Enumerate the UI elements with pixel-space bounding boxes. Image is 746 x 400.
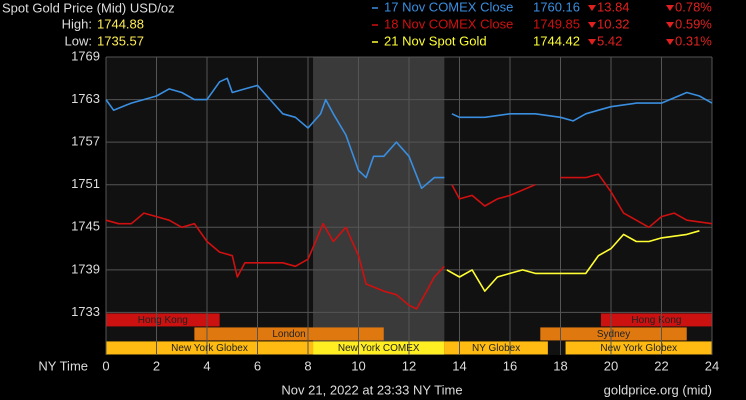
- y-tick-label: 1733: [71, 304, 100, 319]
- legend-change: 13.84: [597, 0, 630, 14]
- x-tick-label: 6: [254, 358, 261, 373]
- session-bar: [444, 341, 548, 355]
- x-tick-label: 10: [351, 358, 365, 373]
- y-tick-label: 1763: [71, 91, 100, 106]
- down-arrow: [588, 5, 596, 11]
- series-line: [105, 173, 713, 310]
- chart-title: Spot Gold Price (Mid) USD/oz: [2, 0, 175, 15]
- low-value: 1735.57: [97, 33, 144, 48]
- session-bar: [194, 327, 384, 341]
- x-tick-label: 22: [654, 358, 668, 373]
- comex-shade: [313, 57, 445, 355]
- down-arrow: [666, 5, 674, 11]
- session-label: London: [272, 329, 305, 340]
- x-tick-label: 18: [553, 358, 567, 373]
- session-label: NY Globex: [472, 343, 520, 354]
- x-tick-label: 4: [203, 358, 210, 373]
- session-bar: [600, 313, 712, 327]
- session-label: Hong Kong: [138, 315, 188, 326]
- x-tick-label: 16: [503, 358, 517, 373]
- y-tick-label: 1739: [71, 261, 100, 276]
- down-arrow: [666, 22, 674, 28]
- high-label: High:: [62, 16, 92, 31]
- x-tick-label: 8: [304, 358, 311, 373]
- legend-pct: 0.78%: [675, 0, 712, 14]
- legend-last: 1749.85: [533, 16, 580, 31]
- x-tick-label: 0: [102, 358, 109, 373]
- legend-label: 21 Nov Spot Gold: [384, 33, 487, 48]
- y-tick-label: 1751: [71, 176, 100, 191]
- x-tick-label: 20: [604, 358, 618, 373]
- series-line: [446, 230, 700, 292]
- down-arrow: [588, 22, 596, 28]
- session-bar: [540, 327, 687, 341]
- down-arrow: [666, 39, 674, 45]
- x-axis-label: NY Time: [38, 358, 88, 373]
- session-label: Hong Kong: [631, 315, 681, 326]
- session-label: New York Globex: [171, 343, 248, 354]
- x-tick-label: 24: [705, 358, 719, 373]
- session-bar: [106, 341, 314, 355]
- session-bar: [565, 341, 712, 355]
- y-tick-label: 1757: [71, 134, 100, 149]
- high-value: 1744.88: [97, 16, 144, 31]
- down-arrow: [588, 39, 596, 45]
- legend-pct: 0.59%: [675, 16, 712, 31]
- y-tick-label: 1769: [71, 48, 100, 63]
- x-tick-label: 14: [452, 358, 466, 373]
- legend-change: 5.42: [597, 33, 622, 48]
- x-tick-label: 12: [402, 358, 416, 373]
- footer-right: goldprice.org (mid): [604, 382, 712, 397]
- legend-label: 18 Nov COMEX Close: [384, 16, 513, 31]
- y-tick-label: 1745: [71, 219, 100, 234]
- session-label: Sydney: [597, 329, 630, 340]
- low-label: Low:: [65, 33, 92, 48]
- session-label: New York Globex: [600, 343, 677, 354]
- legend-change: 10.32: [597, 16, 630, 31]
- x-tick-label: 2: [153, 358, 160, 373]
- legend-pct: 0.31%: [675, 33, 712, 48]
- legend-label: 17 Nov COMEX Close: [384, 0, 513, 14]
- legend-last: 1760.16: [533, 0, 580, 14]
- footer-left: Nov 21, 2022 at 23:33 NY Time: [281, 382, 462, 397]
- series-line: [105, 77, 713, 190]
- session-bar: [313, 341, 445, 355]
- session-bar: [106, 313, 220, 327]
- legend-last: 1744.42: [533, 33, 580, 48]
- session-label: New York COMEX: [338, 343, 420, 354]
